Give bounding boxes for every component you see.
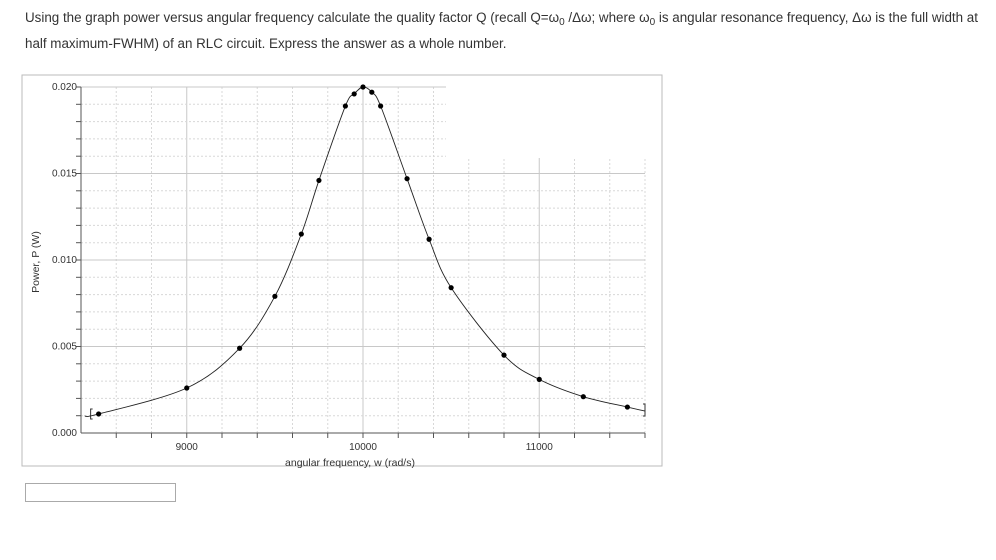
data-point [272,293,278,299]
data-point [536,376,542,382]
data-point [369,89,375,95]
y-axis-label: Power, P (W) [30,231,42,293]
question-part: Using the graph power versus angular fre… [25,10,560,25]
data-point [580,394,586,400]
data-point [404,176,410,182]
data-point [237,345,243,351]
data-point [96,411,102,417]
range-bracket-right [643,403,646,417]
y-tick-label: 0.015 [52,169,77,180]
answer-input[interactable] [25,483,176,502]
x-tick-label: 10000 [349,442,377,453]
data-point [351,91,357,97]
y-tick-label: 0.000 [52,428,77,439]
data-points [96,84,630,417]
y-tick-label: 0.020 [52,82,77,93]
chart-frame [21,74,663,467]
data-point [426,236,432,242]
blank-region [446,76,661,158]
data-point [298,231,304,237]
question-text: Using the graph power versus angular fre… [25,7,985,54]
grid [81,76,661,433]
axes: 9000 10000 11000 0.000 0.005 0.010 0.015 0.020 [21,74,663,467]
x-tick-label: 9000 [176,442,199,453]
y-tick-label: 0.005 [52,342,77,353]
x-axis-label: angular frequency, w (rad/s) [285,457,415,469]
x-tick-label: 11000 [526,442,554,453]
question-part: is angular resonance frequency, Δω is th… [25,10,978,51]
data-point [360,84,366,90]
subscript: 0 [559,17,565,28]
data-point [316,177,322,184]
data-point [501,352,507,358]
y-tick-label: 0.010 [52,255,77,266]
data-point [378,103,384,109]
subscript: 0 [649,17,656,28]
data-point [624,404,630,410]
data-point [184,385,190,391]
data-point [448,285,454,291]
data-point [342,103,348,109]
range-bracket-left [90,408,93,420]
question-part: /Δω; where ω [564,10,650,25]
